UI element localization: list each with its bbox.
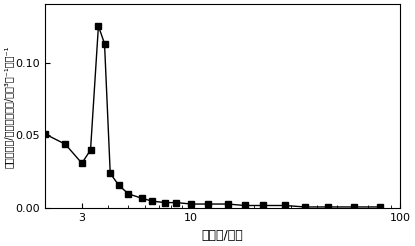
X-axis label: 孔直径/纳米: 孔直径/纳米 — [202, 229, 244, 242]
Y-axis label: 孔容的微分/孔直径的微分/厘米³克⁻¹纳米⁻¹: 孔容的微分/孔直径的微分/厘米³克⁻¹纳米⁻¹ — [4, 45, 14, 168]
